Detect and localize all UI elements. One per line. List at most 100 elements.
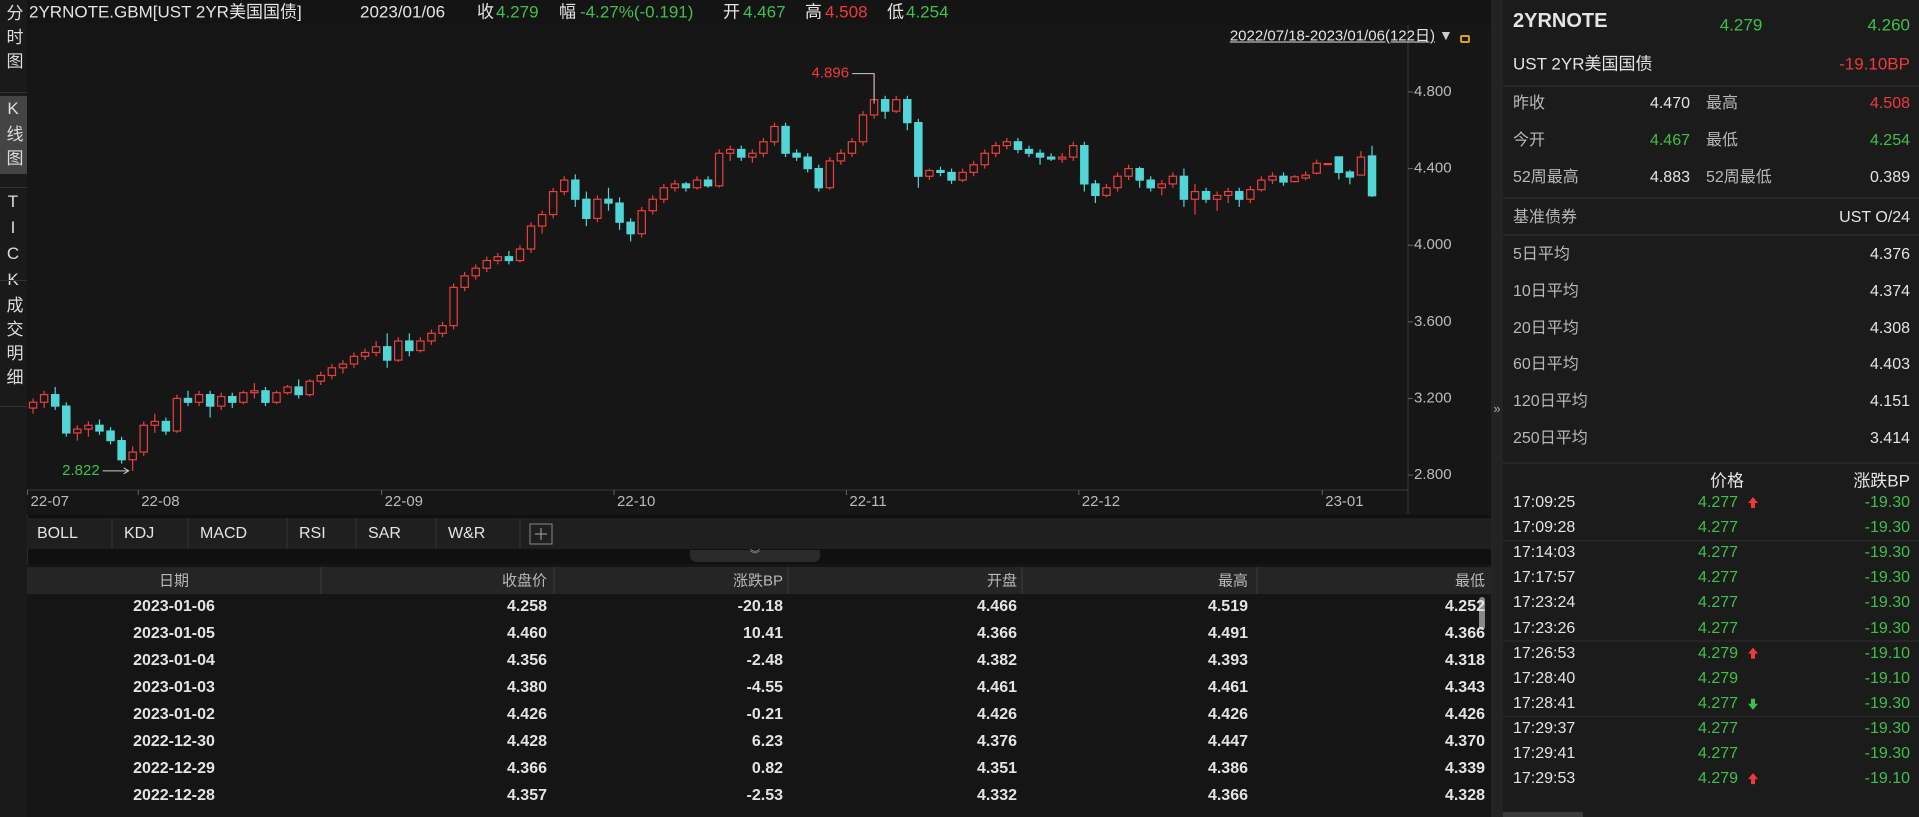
column-header: 最高 xyxy=(1217,572,1248,590)
candle-body xyxy=(482,259,492,269)
candle-body xyxy=(1268,175,1277,181)
chart-bg xyxy=(27,25,1491,515)
tick-arrow-up xyxy=(1748,647,1758,659)
candle-body xyxy=(1201,190,1211,200)
column-header: 涨跌BP xyxy=(732,572,783,590)
tick-time: 17:14:03 xyxy=(1513,544,1576,562)
indicator-tab[interactable]: BOLL xyxy=(37,525,78,542)
table-cell: 4.332 xyxy=(976,787,1017,804)
table-cell: 2023-01-03 xyxy=(133,679,215,696)
header-close-label: 收 xyxy=(477,2,494,22)
candle-body xyxy=(349,355,359,365)
y-tick-label: 4.400 xyxy=(1414,160,1452,177)
table-cell: 2023-01-04 xyxy=(133,652,215,669)
side-tab[interactable]: 成交明细 xyxy=(3,296,23,392)
candle-body xyxy=(504,256,514,262)
candle-body xyxy=(1356,156,1366,176)
tick-price: 4.277 xyxy=(1698,719,1739,737)
table-cell: 4.386 xyxy=(1207,760,1248,777)
column-header: 开盘 xyxy=(986,572,1017,590)
candle-body xyxy=(84,424,93,430)
stat-value: 4.470 xyxy=(1649,95,1690,112)
candle-body xyxy=(1024,148,1034,154)
tick-column: 涨跌BP xyxy=(1853,471,1910,491)
low-arrow xyxy=(102,467,130,475)
indicator-tab[interactable]: KDJ xyxy=(124,525,155,542)
candle-body xyxy=(95,424,104,432)
candle-body xyxy=(294,386,303,396)
candle-body xyxy=(316,374,326,382)
candle-body xyxy=(914,122,923,177)
x-tick-label: 22-09 xyxy=(385,493,423,510)
table-cell: 4.393 xyxy=(1207,652,1248,669)
table-cell: 4.376 xyxy=(976,733,1017,750)
tab-separator xyxy=(0,187,27,188)
candle-body xyxy=(250,390,259,394)
tick-change: -19.10 xyxy=(1864,644,1910,662)
range-arrow[interactable]: ▼ xyxy=(1439,27,1453,43)
x-tick-label: 22-10 xyxy=(617,493,655,510)
collapse-handle[interactable]: ︾ xyxy=(690,550,820,562)
indicator-tab[interactable]: W&R xyxy=(448,525,486,542)
table-cell: -2.48 xyxy=(746,652,783,669)
candle-body xyxy=(416,340,425,352)
side-tab[interactable]: 分时图 xyxy=(3,4,23,76)
candle-body xyxy=(1179,175,1189,200)
stat-value: 4.467 xyxy=(1649,132,1690,149)
candle-body xyxy=(571,179,580,200)
candle-body xyxy=(283,386,292,394)
high-arrow xyxy=(852,73,875,104)
add-indicator xyxy=(529,523,553,545)
tick-price: 4.277 xyxy=(1698,519,1739,537)
tick-price: 4.277 xyxy=(1698,569,1739,587)
side-tab[interactable]: K线图 xyxy=(3,99,23,173)
lock-icon[interactable] xyxy=(1460,35,1470,43)
indicator-tab[interactable]: SAR xyxy=(368,525,401,542)
quote-name: UST 2YR美国国债 xyxy=(1513,54,1653,74)
scrollbar[interactable] xyxy=(1479,597,1485,630)
candle-body xyxy=(626,221,635,235)
candle-body xyxy=(947,171,956,181)
stat-label: 今开 xyxy=(1513,132,1546,149)
header-open-label: 开 xyxy=(723,2,740,22)
table-cell: 6.23 xyxy=(751,733,783,750)
tick-time: 17:23:24 xyxy=(1513,594,1576,612)
candle-body xyxy=(1124,167,1133,177)
candle-body xyxy=(615,202,624,223)
low-annotation: 2.822 xyxy=(62,462,100,479)
panel-divider[interactable]: » xyxy=(1491,0,1503,817)
average-label: 20日平均 xyxy=(1513,319,1579,337)
table-cell: 4.426 xyxy=(1207,706,1248,723)
candle-body xyxy=(559,179,569,193)
indicator-tab[interactable]: MACD xyxy=(200,525,248,542)
indicator-bar xyxy=(27,518,1491,549)
tick-change: -19.30 xyxy=(1864,594,1910,612)
stat-label: 最高 xyxy=(1706,95,1739,112)
table-cell: 4.339 xyxy=(1444,760,1485,777)
average-value: 4.374 xyxy=(1869,282,1910,300)
candle-body xyxy=(748,152,757,158)
average-label: 120日平均 xyxy=(1513,393,1588,411)
candle-body xyxy=(1334,156,1344,174)
table-cell: 0.82 xyxy=(751,760,783,777)
candle-body xyxy=(1057,156,1067,160)
x-tick-label: 22-08 xyxy=(141,493,179,510)
tick-price: 4.277 xyxy=(1698,544,1739,562)
date-range[interactable]: 2022/07/18-2023/01/06(122日) xyxy=(1229,27,1435,45)
side-tab[interactable]: TICK xyxy=(3,192,23,296)
candle-body xyxy=(1279,175,1288,183)
x-tick-label: 23-01 xyxy=(1325,493,1363,510)
y-tick-label: 3.200 xyxy=(1414,389,1452,406)
column-header: 日期 xyxy=(158,572,190,590)
table-cell: 4.426 xyxy=(506,706,547,723)
candle-body xyxy=(106,430,115,442)
table-cell: 4.356 xyxy=(506,652,547,669)
tick-change: -19.30 xyxy=(1864,745,1910,762)
table-cell: 4.461 xyxy=(1207,679,1248,696)
table-cell: 4.519 xyxy=(1207,598,1248,615)
indicator-tab[interactable]: RSI xyxy=(299,525,326,542)
table-cell: 4.447 xyxy=(1207,733,1248,750)
candle-body xyxy=(792,152,801,158)
candle-body xyxy=(582,198,591,219)
stat-label: 最低 xyxy=(1706,132,1739,149)
